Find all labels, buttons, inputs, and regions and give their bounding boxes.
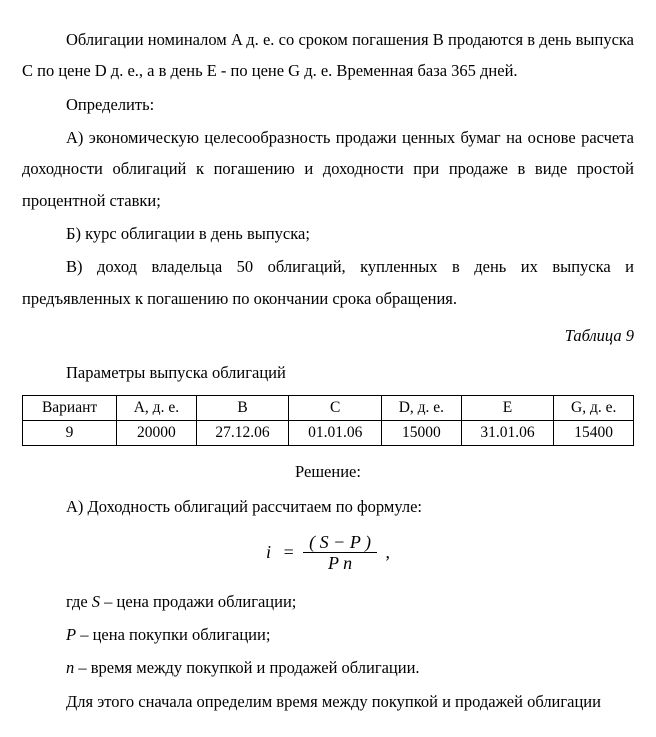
cell-a: 20000	[117, 420, 197, 445]
formula-tail: ,	[381, 542, 390, 562]
cell-e: 31.01.06	[461, 420, 554, 445]
params-table: Вариант A, д. е. B C D, д. е. E G, д. е.…	[22, 395, 634, 446]
col-e: E	[461, 395, 554, 420]
table-row: 9 20000 27.12.06 01.01.06 15000 31.01.06…	[23, 420, 634, 445]
def-p-post: – цена покупки облигации;	[76, 625, 270, 644]
var-s: S	[92, 592, 100, 611]
formula-lhs: i	[266, 542, 276, 562]
solution-a-intro: А) Доходность облигаций рассчитаем по фо…	[22, 491, 634, 522]
def-s-pre: где	[66, 592, 92, 611]
def-n-post: – время между покупкой и продажей облига…	[74, 658, 419, 677]
solution-heading: Решение:	[22, 456, 634, 487]
cell-c: 01.01.06	[289, 420, 382, 445]
definition-s: где S – цена продажи облигации;	[22, 586, 634, 617]
col-d: D, д. е.	[382, 395, 462, 420]
var-p: P	[66, 625, 76, 644]
var-n: n	[66, 658, 74, 677]
col-c: C	[289, 395, 382, 420]
formula-fraction: ( S − P ) P n	[303, 533, 377, 572]
def-s-post: – цена продажи облигации;	[100, 592, 296, 611]
paragraph-item-a: А) экономическую целесообразность продаж…	[22, 122, 634, 216]
definition-n: n – время между покупкой и продажей обли…	[22, 652, 634, 683]
col-a: A, д. е.	[117, 395, 197, 420]
cell-variant: 9	[23, 420, 117, 445]
col-variant: Вариант	[23, 395, 117, 420]
table-reference: Таблица 9	[22, 320, 634, 351]
equals-sign: =	[281, 542, 299, 562]
paragraph-item-c: В) доход владельца 50 облигаций, купленн…	[22, 251, 634, 314]
formula-denominator: P n	[303, 553, 377, 572]
table-header-row: Вариант A, д. е. B C D, д. е. E G, д. е.	[23, 395, 634, 420]
formula-yield: i = ( S − P ) P n ,	[22, 533, 634, 572]
paragraph-intro: Облигации номиналом A д. е. со сроком по…	[22, 24, 634, 87]
cell-g: 15400	[554, 420, 634, 445]
cell-d: 15000	[382, 420, 462, 445]
paragraph-item-b: Б) курс облигации в день выпуска;	[22, 218, 634, 249]
definition-p: P – цена покупки облигации;	[22, 619, 634, 650]
paragraph-determine: Определить:	[22, 89, 634, 120]
formula-numerator: ( S − P )	[303, 533, 377, 553]
paragraph-last: Для этого сначала определим время между …	[22, 686, 634, 717]
col-b: B	[196, 395, 289, 420]
table-title: Параметры выпуска облигаций	[22, 357, 634, 388]
col-g: G, д. е.	[554, 395, 634, 420]
cell-b: 27.12.06	[196, 420, 289, 445]
